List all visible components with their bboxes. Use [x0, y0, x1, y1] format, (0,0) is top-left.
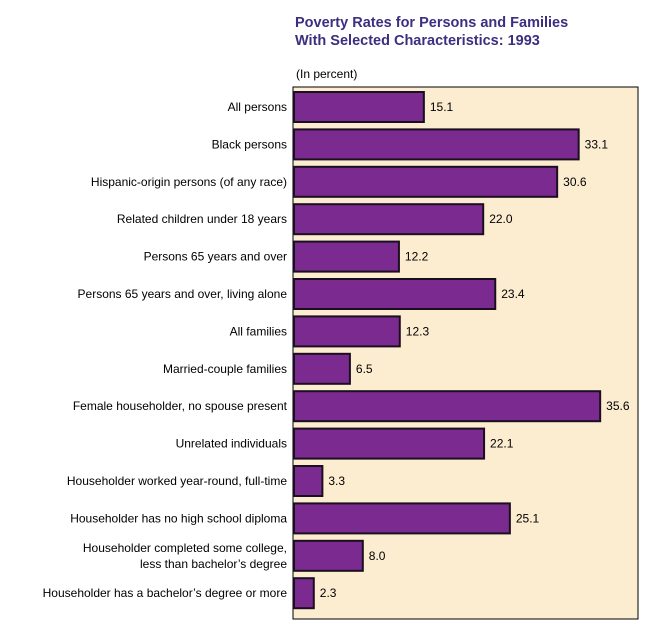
- bar-3: [293, 203, 485, 236]
- bar-0: [293, 91, 425, 123]
- category-label-7: Married-couple families: [163, 362, 287, 376]
- bars-layer: 15.1 All persons 33.1 Black persons 30.6 Hisp…: [43, 91, 630, 610]
- value-label-6: 12.3: [406, 324, 430, 338]
- category-label-4: Persons 65 years and over: [144, 250, 287, 264]
- bar-6: [293, 315, 401, 348]
- category-label-11: Householder has no high school diploma: [70, 511, 287, 525]
- category-label-13: Householder has a bachelor’s degree or m…: [43, 586, 288, 600]
- value-label-3: 22.0: [489, 212, 513, 226]
- value-label-1: 33.1: [585, 137, 609, 151]
- bar-11: [293, 502, 511, 535]
- category-label-12-line-1: less than bachelor’s degree: [140, 557, 287, 571]
- category-label-6: All families: [230, 324, 287, 338]
- value-label-7: 6.5: [356, 362, 373, 376]
- bar-8: [293, 390, 602, 423]
- value-label-5: 23.4: [501, 287, 525, 301]
- category-label-8: Female householder, no spouse present: [73, 399, 288, 413]
- value-label-10: 3.3: [328, 474, 345, 488]
- bar-7: [293, 352, 351, 385]
- value-label-11: 25.1: [516, 511, 540, 525]
- category-label-9: Unrelated individuals: [176, 437, 287, 451]
- category-label-5: Persons 65 years and over, living alone: [78, 287, 288, 301]
- bar-10: [293, 465, 324, 497]
- category-label-0: All persons: [228, 100, 287, 114]
- bar-2: [293, 165, 559, 198]
- value-label-8: 35.6: [606, 399, 630, 413]
- value-label-2: 30.6: [563, 175, 587, 189]
- value-label-9: 22.1: [490, 437, 514, 451]
- category-label-2: Hispanic-origin persons (of any race): [91, 175, 287, 189]
- category-label-1: Black persons: [212, 137, 287, 151]
- category-label-12-line-0: Householder completed some college,: [83, 541, 287, 555]
- chart-title-line-2: With Selected Characteristics: 1993: [295, 33, 540, 49]
- bar-9: [293, 427, 486, 460]
- value-label-4: 12.2: [405, 250, 429, 264]
- unit-label: (In percent): [296, 67, 358, 81]
- value-label-0: 15.1: [430, 100, 454, 114]
- bar-4: [293, 240, 400, 273]
- chart-title-line-1: Poverty Rates for Persons and Families: [295, 15, 569, 31]
- bar-13: [293, 577, 315, 610]
- value-label-12: 8.0: [369, 549, 386, 563]
- category-label-3: Related children under 18 years: [117, 212, 287, 226]
- value-label-13: 2.3: [320, 586, 337, 600]
- bar-12: [293, 539, 364, 572]
- bar-5: [293, 278, 497, 310]
- category-label-10: Householder worked year-round, full-time: [67, 474, 287, 488]
- bar-1: [293, 128, 580, 161]
